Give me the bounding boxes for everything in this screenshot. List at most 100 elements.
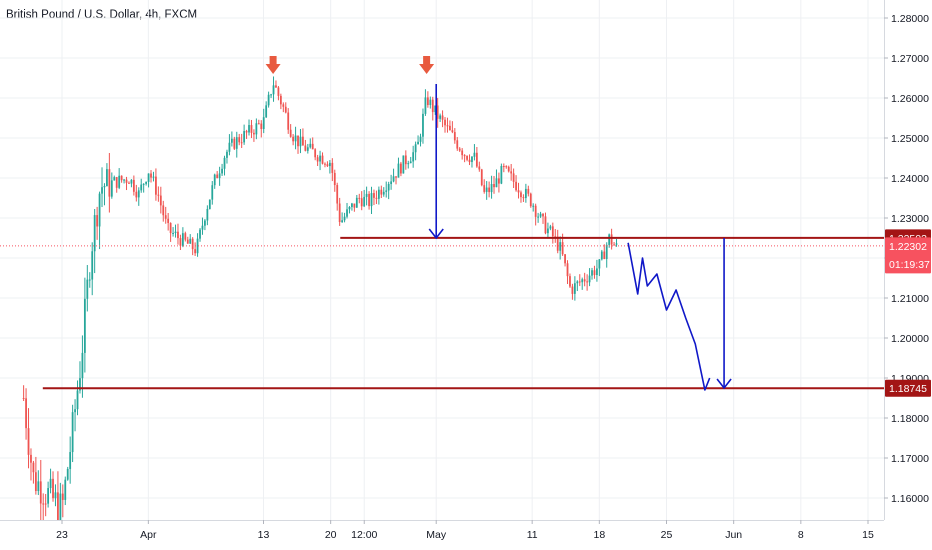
time-axis-label: 12:00 (351, 529, 377, 541)
candle-body (353, 203, 356, 208)
candle-body (412, 152, 415, 162)
candle-body (600, 251, 603, 260)
candle-body (573, 283, 576, 294)
price-axis-label: 1.25000 (891, 133, 929, 145)
candle-body (370, 193, 373, 207)
candle-body (287, 112, 290, 130)
candle-body (32, 462, 35, 473)
candle-body (270, 94, 272, 96)
candle-body (539, 213, 542, 217)
candle-body (395, 176, 397, 178)
price-axis-label: 1.21000 (891, 293, 929, 305)
candle-body (522, 197, 525, 199)
candle-body (314, 149, 317, 158)
candle-body (485, 187, 488, 192)
candle-body (226, 151, 228, 158)
candle-body (96, 215, 99, 227)
candle-body (414, 144, 417, 153)
candle-body (326, 164, 329, 167)
candle-body (495, 178, 498, 188)
candle-body (81, 352, 84, 379)
time-axis[interactable] (0, 520, 884, 550)
candle-body (471, 156, 473, 163)
candle-body (502, 166, 505, 168)
candle-body (302, 136, 304, 146)
time-axis-label: 23 (56, 529, 68, 541)
candle-body (417, 141, 419, 145)
time-axis-label: 8 (798, 529, 804, 541)
candle-body (213, 174, 216, 186)
candle-body (581, 279, 584, 283)
candle-body (498, 178, 500, 184)
candle-body (564, 254, 566, 264)
candle-body (382, 191, 385, 195)
candle-body (71, 412, 74, 453)
candle-body (363, 196, 366, 207)
candle-body (346, 209, 348, 217)
candle-body (306, 147, 309, 151)
candles (22, 76, 618, 527)
candle-body (341, 220, 344, 223)
candle-body (556, 236, 559, 251)
candle-body (510, 171, 513, 174)
candle-body (426, 97, 429, 106)
candle-body (402, 155, 405, 174)
candle-body (179, 238, 182, 246)
candle-body (387, 184, 390, 191)
time-axis-label: 13 (258, 529, 270, 541)
candle-body (316, 157, 319, 162)
candle-body (152, 176, 155, 178)
candle-body (174, 231, 177, 234)
candle-body (37, 481, 40, 492)
candle-body (473, 152, 476, 157)
candle-body (458, 148, 461, 151)
candle-body (191, 238, 194, 250)
candle-body (578, 281, 581, 283)
candle-body (91, 251, 94, 280)
candle-body (101, 187, 103, 194)
candle-body (113, 177, 116, 181)
current-price-badge-value: 1.22302 (889, 241, 927, 253)
candle-body (98, 193, 101, 227)
candle-body (223, 157, 226, 169)
candle-body (130, 179, 133, 184)
price-axis-label: 1.17000 (891, 453, 929, 465)
price-axis-label: 1.20000 (891, 333, 929, 345)
candle-body (61, 493, 64, 500)
candle-body (186, 239, 189, 244)
price-axis-label: 1.16000 (891, 493, 929, 505)
candle-body (177, 231, 179, 239)
candle-body (137, 190, 140, 198)
candle-body (159, 195, 162, 206)
candle-body (453, 132, 456, 141)
time-axis-label: Apr (140, 529, 157, 541)
candle-body (147, 173, 150, 182)
candle-body (311, 143, 314, 150)
candle-body (267, 94, 270, 106)
candle-body (422, 113, 424, 137)
candle-body (199, 229, 201, 239)
price-axis[interactable] (884, 0, 932, 550)
candle-body (336, 185, 339, 204)
candle-body (490, 184, 493, 193)
candle-body (507, 166, 510, 172)
candle-body (238, 137, 241, 143)
candle-body (328, 162, 331, 167)
level-price-badge-value: 1.18745 (889, 383, 927, 395)
candle-body (576, 281, 579, 284)
candle-body (431, 99, 434, 113)
candle-body (289, 129, 292, 137)
candle-body (400, 163, 402, 174)
price-axis-label: 1.18000 (891, 413, 929, 425)
candle-body (304, 145, 307, 151)
candle-body (272, 85, 275, 95)
candle-body (319, 155, 321, 162)
candle-body (343, 216, 346, 221)
time-axis-label: May (426, 529, 447, 541)
candle-body (605, 244, 608, 259)
projection-path[interactable] (627, 242, 711, 391)
peak-marker-icon (419, 56, 435, 74)
candle-body (250, 125, 253, 133)
candle-body (93, 215, 96, 252)
